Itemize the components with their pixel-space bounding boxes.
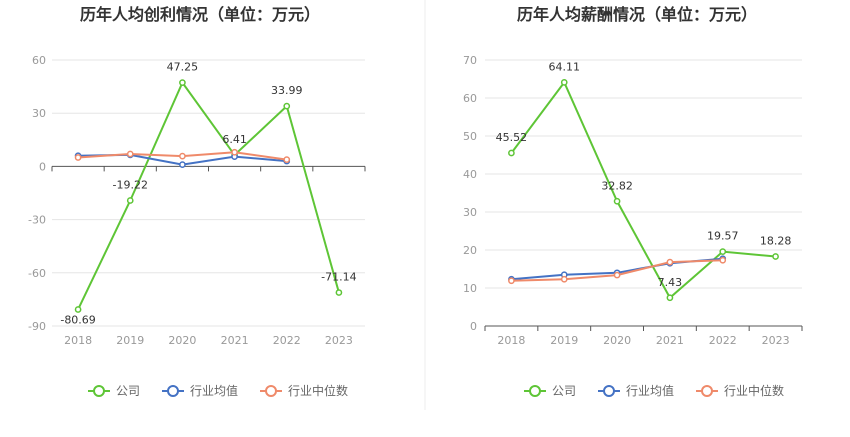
legend-marker-icon	[529, 385, 541, 397]
legend-marker-icon	[167, 385, 179, 397]
legend-label: 公司	[116, 384, 140, 398]
data-point	[179, 152, 186, 160]
data-point	[508, 149, 515, 157]
data-point	[560, 275, 568, 283]
legend-label: 行业中位数	[288, 383, 348, 398]
legend-item-0[interactable]: 公司	[88, 384, 140, 398]
data-point	[126, 197, 134, 204]
y-tick-label: -90	[28, 320, 46, 333]
data-point	[231, 148, 238, 156]
legend-marker-icon	[701, 385, 713, 397]
y-tick-label: 70	[463, 54, 477, 67]
data-label: 18.28	[760, 235, 792, 248]
data-point	[179, 79, 186, 86]
data-point	[179, 161, 186, 168]
x-tick-label: 2019	[550, 334, 578, 347]
y-tick-label: 30	[463, 206, 477, 219]
data-point	[666, 294, 674, 302]
data-point	[283, 156, 291, 164]
legend-label: 行业均值	[626, 383, 674, 398]
data-label: 19.57	[707, 230, 739, 243]
x-tick-label: 2022	[709, 334, 737, 347]
legend-label: 公司	[552, 384, 576, 398]
profit-per-capita-chart: 历年人均创利情况（单位：万元） 60 30 0 -30 -60 -90 2018 2019 202…	[28, 5, 366, 398]
data-point	[719, 248, 727, 255]
x-tick-label: 2021	[656, 334, 684, 347]
data-label: 64.11	[549, 60, 581, 73]
series-line-0	[510, 80, 776, 300]
y-tick-label: 40	[463, 168, 477, 181]
data-point	[335, 289, 343, 296]
data-label: 45.52	[496, 131, 528, 144]
y-tick-label: 20	[463, 244, 477, 257]
x-tick-label: 2018	[64, 334, 92, 347]
data-point	[719, 256, 727, 264]
x-tick-label: 2018	[497, 334, 525, 347]
data-label: -80.69	[60, 313, 95, 326]
data-label: 6.41	[222, 133, 247, 146]
y-tick-label: 30	[32, 107, 46, 120]
y-tick-label: 60	[32, 54, 46, 67]
data-point	[126, 150, 134, 158]
data-label: -19.22	[113, 178, 148, 191]
y-tick-label: 10	[463, 282, 477, 295]
chart-title: 历年人均创利情况（单位：万元）	[80, 5, 320, 24]
y-tick-label: 60	[463, 92, 477, 105]
legend-marker-icon	[265, 385, 277, 397]
data-point	[560, 79, 568, 86]
x-tick-label: 2023	[325, 334, 353, 347]
legend-label: 行业均值	[190, 383, 238, 398]
data-label: -71.14	[321, 271, 356, 284]
data-label: 47.25	[167, 61, 199, 74]
y-tick-label: -30	[28, 214, 46, 227]
data-point	[613, 271, 621, 279]
legend-item-0[interactable]: 公司	[524, 384, 576, 398]
salary-per-capita-chart: 历年人均薪酬情况（单位：万元） 70 60 50 40 30 20 10 0 2018 2019 20…	[463, 5, 803, 398]
legend-item-1[interactable]: 行业均值	[598, 383, 674, 398]
x-tick-label: 2022	[273, 334, 301, 347]
legend-marker-icon	[603, 385, 615, 397]
x-tick-label: 2021	[221, 334, 249, 347]
legend-item-2[interactable]: 行业中位数	[260, 383, 348, 398]
x-tick-label: 2023	[762, 334, 790, 347]
y-tick-label: 50	[463, 130, 477, 143]
series-line-0	[77, 80, 340, 310]
data-label: 32.82	[601, 179, 633, 192]
x-tick-label: 2019	[116, 334, 144, 347]
data-label: 7.43	[658, 276, 683, 289]
data-point	[74, 154, 82, 161]
data-point	[74, 306, 82, 313]
y-tick-label: 0	[39, 160, 46, 173]
y-tick-label: 0	[470, 320, 477, 333]
data-point	[508, 277, 515, 285]
data-point	[283, 102, 291, 110]
legend-label: 行业中位数	[724, 383, 784, 398]
x-tick-label: 2020	[603, 334, 631, 347]
y-tick-label: -60	[28, 267, 46, 280]
x-tick-label: 2020	[168, 334, 196, 347]
data-point	[772, 253, 779, 260]
chart-title: 历年人均薪酬情况（单位：万元）	[517, 5, 757, 24]
data-point	[613, 197, 621, 205]
legend-item-1[interactable]: 行业均值	[162, 383, 238, 398]
legend-marker-icon	[93, 385, 105, 397]
legend-item-2[interactable]: 行业中位数	[696, 383, 784, 398]
data-point	[666, 258, 674, 266]
data-label: 33.99	[271, 84, 303, 97]
